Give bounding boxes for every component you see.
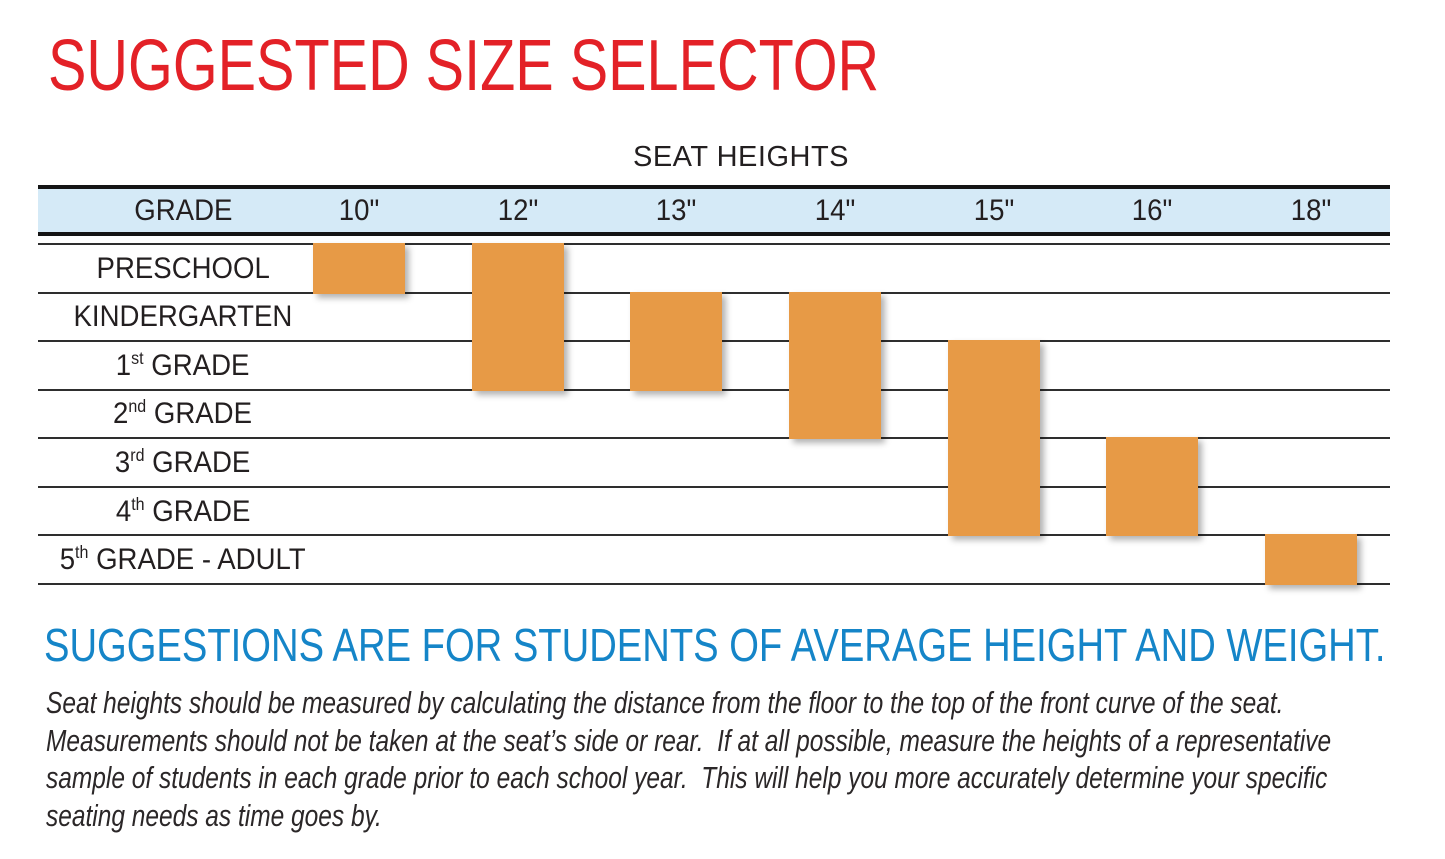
footer-paragraph-line: Seat heights should be measured by calcu…	[46, 685, 1284, 720]
column-header-label: 14"	[814, 193, 856, 227]
footer-paragraph-line: sample of students in each grade prior t…	[46, 760, 1328, 795]
table-row: PRESCHOOL	[38, 245, 1390, 294]
ordinal-suffix: th	[131, 493, 145, 514]
grade-column-header: GRADE	[38, 189, 328, 232]
grade-name: 3	[115, 446, 131, 480]
grade-name-tail: GRADE	[143, 348, 250, 382]
column-header-15in: 15"	[914, 189, 1073, 232]
grade-name-tail: GRADE	[144, 446, 251, 480]
grade-name-tail: GRADE	[146, 397, 253, 431]
ordinal-suffix: st	[131, 347, 144, 368]
seat-height-bar-14in	[789, 291, 881, 440]
table-row: 4th GRADE	[38, 488, 1390, 537]
column-header-label: 15"	[973, 193, 1014, 227]
footer-heading: SUGGESTIONS ARE FOR STUDENTS OF AVERAGE …	[44, 619, 1386, 671]
grade-name: 2	[113, 397, 129, 431]
footer-paragraph-line: seating needs as time goes by.	[46, 797, 382, 833]
grade-row-label: 3rd GRADE	[38, 439, 328, 486]
seat-height-bar-15in	[947, 340, 1040, 537]
column-header-label: 12"	[497, 193, 539, 227]
seat-height-bar-13in	[630, 291, 723, 391]
column-header-label: 18"	[1290, 193, 1331, 227]
header-double-rule	[38, 236, 1390, 245]
seat-height-bar-16in	[1106, 437, 1199, 537]
footer-paragraph-line: Measurements should not be taken at the …	[46, 722, 1332, 758]
grade-name-tail: GRADE	[144, 494, 251, 528]
grade-row-label: 1st GRADE	[38, 342, 328, 389]
column-header-13in: 13"	[597, 189, 756, 232]
ordinal-suffix: rd	[130, 445, 145, 466]
grade-name: 1	[116, 348, 132, 382]
table-body: PRESCHOOL KINDERGARTEN 1st GRADE 2nd GRADE 3…	[38, 243, 1390, 585]
table-row: 5th GRADE - ADULT	[38, 536, 1390, 585]
seat-height-bar-10in	[313, 243, 406, 294]
column-header-12in: 12"	[439, 189, 598, 232]
ordinal-suffix: th	[75, 542, 89, 563]
grade-row-label: PRESCHOOL	[38, 245, 328, 292]
seat-heights-caption: SEAT HEIGHTS	[632, 141, 850, 173]
column-header-label: 10"	[339, 193, 380, 227]
grade-row-label: KINDERGARTEN	[38, 294, 328, 341]
seat-height-bar-12in	[471, 243, 564, 391]
column-header-18in: 18"	[1231, 189, 1390, 232]
grade-name: PRESCHOOL	[96, 251, 270, 285]
column-header-label: 13"	[656, 193, 697, 227]
footer-paragraph: Seat heights should be measured by calcu…	[46, 684, 1331, 834]
size-selector-table: GRADE 10" 12" 13" 14" 15" 16" 18" PRESCHOOL KIN…	[38, 185, 1390, 585]
grade-header-label: GRADE	[133, 193, 233, 227]
table-row: 3rd GRADE	[38, 439, 1390, 488]
seat-height-bar-18in	[1264, 534, 1357, 585]
table-header-row: GRADE 10" 12" 13" 14" 15" 16" 18"	[38, 185, 1390, 236]
table-row: 2nd GRADE	[38, 391, 1390, 440]
grade-name: 4	[115, 494, 132, 528]
grade-row-label: 5th GRADE - ADULT	[38, 536, 328, 583]
column-header-label: 16"	[1131, 193, 1173, 227]
grade-name: KINDERGARTEN	[73, 300, 293, 334]
grade-row-label: 4th GRADE	[38, 488, 328, 535]
page-title: SUGGESTED SIZE SELECTOR	[48, 26, 880, 106]
column-header-10in: 10"	[280, 189, 439, 232]
column-header-14in: 14"	[756, 189, 915, 232]
grade-name-tail: GRADE - ADULT	[88, 543, 306, 577]
ordinal-suffix: nd	[128, 396, 147, 417]
grade-row-label: 2nd GRADE	[38, 391, 328, 438]
column-header-16in: 16"	[1073, 189, 1232, 232]
grade-name: 5	[60, 543, 76, 577]
